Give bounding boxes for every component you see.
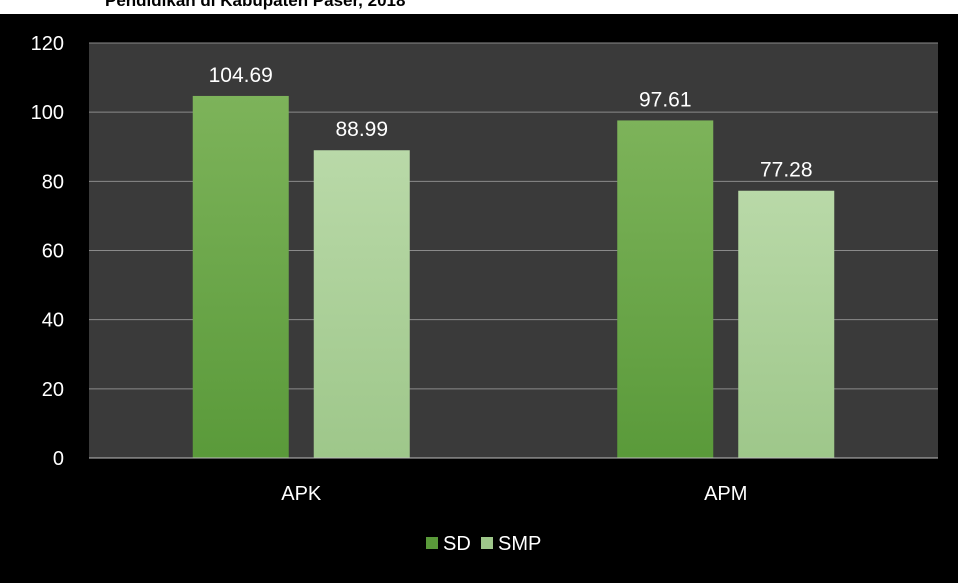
x-category-label: APK — [281, 483, 322, 505]
bar-sd-apm — [617, 120, 714, 459]
axes: 0 20 40 60 80 100 120 APK APM — [31, 33, 938, 505]
bar-chart: 104.69 88.99 97.61 77.28 0 20 40 60 80 100 120 APK… — [31, 33, 938, 555]
bar-sd-apk — [192, 95, 289, 458]
legend-swatch-sd — [426, 537, 438, 549]
bar-smp-apk — [313, 150, 410, 458]
chart-title: Pendidikan di Kabupaten Paser, 2018 — [105, 0, 406, 10]
data-label: 88.99 — [335, 118, 388, 141]
y-tick-label: 100 — [31, 102, 64, 124]
y-tick-label: 0 — [53, 448, 64, 470]
y-tick-label: 40 — [42, 310, 64, 332]
y-tick-label: 80 — [42, 171, 64, 193]
data-label: 77.28 — [760, 159, 813, 182]
x-category-label: APM — [704, 483, 747, 505]
title-strip: Pendidikan di Kabupaten Paser, 2018 — [0, 0, 958, 14]
legend-label-smp: SMP — [498, 533, 541, 555]
y-tick-label: 20 — [42, 379, 64, 401]
legend-swatch-smp — [481, 537, 493, 549]
data-label: 97.61 — [639, 88, 692, 111]
data-label: 104.69 — [209, 64, 273, 87]
bar-smp-apm — [738, 190, 835, 459]
data-labels: 104.69 88.99 97.61 77.28 — [209, 64, 813, 182]
chart-frame: 104.69 88.99 97.61 77.28 0 20 40 60 80 100 120 APK… — [0, 14, 958, 583]
legend-label-sd: SD — [443, 533, 471, 555]
bars — [192, 95, 835, 459]
y-tick-label: 120 — [31, 33, 64, 55]
legend: SD SMP — [426, 533, 541, 555]
y-tick-label: 60 — [42, 241, 64, 263]
